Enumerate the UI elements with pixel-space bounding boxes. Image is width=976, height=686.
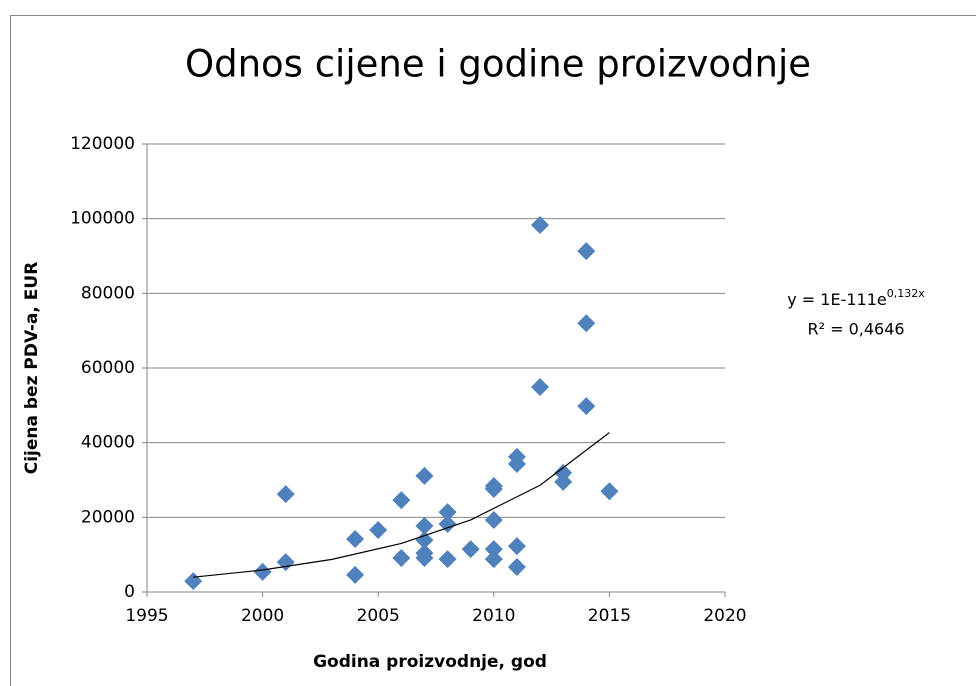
x-tick-label: 1995 (125, 606, 168, 626)
r-squared: R² = 0,4646 (807, 320, 904, 339)
point (531, 216, 550, 235)
point (577, 314, 596, 333)
point (507, 454, 526, 473)
point (577, 242, 596, 261)
point (415, 516, 434, 535)
chart-title: Odnos cijene i godine proizvodnje (185, 43, 811, 86)
point (484, 479, 503, 498)
y-tick-label: 40000 (81, 433, 135, 453)
y-axis-label: Cijena bez PDV-a, EUR (22, 262, 42, 475)
y-tick-label: 100000 (70, 209, 135, 229)
point (415, 466, 434, 485)
point (484, 540, 503, 559)
point (415, 549, 434, 568)
point (392, 549, 411, 568)
x-tick-label: 2005 (357, 606, 400, 626)
equation-base: y = 1E-111e (787, 290, 887, 309)
y-tick-label: 0 (124, 582, 135, 602)
equation-exponent: 0,132x (887, 287, 925, 300)
point (415, 531, 434, 550)
point (253, 562, 272, 581)
point (346, 565, 365, 584)
trend-equation: y = 1E-111e0,132x (787, 287, 925, 309)
point (554, 472, 573, 491)
point (577, 397, 596, 416)
x-tick-label: 2010 (472, 606, 515, 626)
point (392, 491, 411, 510)
point (346, 529, 365, 548)
point (507, 537, 526, 556)
y-tick-label: 80000 (81, 283, 135, 303)
point (369, 521, 388, 540)
trendline (193, 432, 610, 578)
point (438, 515, 457, 534)
chart-border (10, 15, 976, 686)
point (438, 550, 457, 569)
point (484, 510, 503, 529)
point (438, 503, 457, 522)
y-tick-label: 60000 (81, 358, 135, 378)
point (484, 550, 503, 569)
point (531, 378, 550, 397)
point (600, 482, 619, 501)
x-tick-label: 2015 (588, 606, 631, 626)
point (507, 557, 526, 576)
point (276, 485, 295, 504)
x-tick-label: 2020 (703, 606, 746, 626)
point (461, 540, 480, 559)
x-tick-label: 2000 (241, 606, 284, 626)
y-tick-label: 120000 (70, 134, 135, 154)
x-axis-label: Godina proizvodnje, god (313, 652, 547, 672)
y-tick-label: 20000 (81, 507, 135, 527)
